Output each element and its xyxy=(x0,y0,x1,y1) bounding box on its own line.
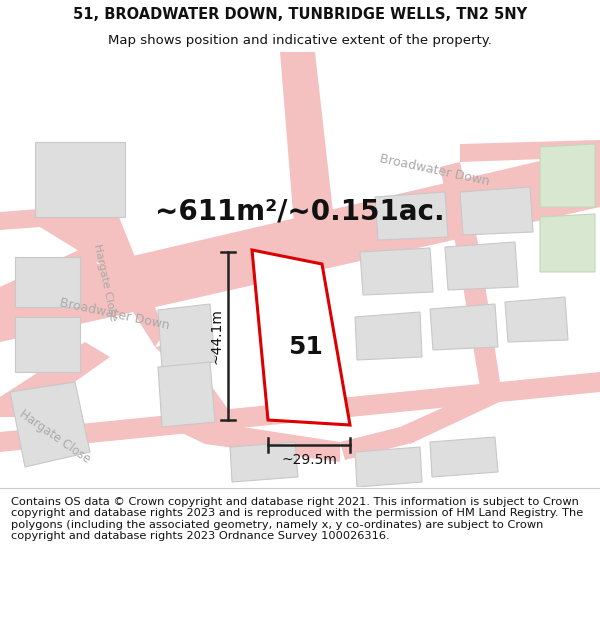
Polygon shape xyxy=(430,437,498,477)
Polygon shape xyxy=(180,422,340,462)
Text: ~44.1m: ~44.1m xyxy=(209,308,223,364)
Text: Hargate Close: Hargate Close xyxy=(17,408,93,466)
Text: Broadwater Down: Broadwater Down xyxy=(379,152,491,188)
Polygon shape xyxy=(0,150,600,342)
Text: 51: 51 xyxy=(287,335,322,359)
Polygon shape xyxy=(10,382,90,467)
Polygon shape xyxy=(230,442,298,482)
Polygon shape xyxy=(0,207,130,267)
Polygon shape xyxy=(158,362,215,427)
Polygon shape xyxy=(252,250,350,425)
Polygon shape xyxy=(400,382,510,444)
Polygon shape xyxy=(158,304,215,368)
Polygon shape xyxy=(540,214,595,272)
Text: ~29.5m: ~29.5m xyxy=(281,453,337,467)
Polygon shape xyxy=(460,140,600,162)
Text: Hargate Close: Hargate Close xyxy=(92,242,118,321)
Text: ~611m²/~0.151ac.: ~611m²/~0.151ac. xyxy=(155,198,445,226)
Polygon shape xyxy=(155,342,230,422)
Polygon shape xyxy=(445,242,518,290)
Polygon shape xyxy=(60,207,165,347)
Polygon shape xyxy=(430,304,498,350)
Polygon shape xyxy=(280,52,335,237)
Polygon shape xyxy=(0,230,320,334)
Text: Map shows position and indicative extent of the property.: Map shows position and indicative extent… xyxy=(108,34,492,47)
Polygon shape xyxy=(0,372,600,452)
Text: 51, BROADWATER DOWN, TUNBRIDGE WELLS, TN2 5NY: 51, BROADWATER DOWN, TUNBRIDGE WELLS, TN… xyxy=(73,7,527,22)
Polygon shape xyxy=(15,257,80,307)
Polygon shape xyxy=(355,312,422,360)
Polygon shape xyxy=(375,192,448,240)
Polygon shape xyxy=(0,342,110,417)
Polygon shape xyxy=(440,162,500,387)
Polygon shape xyxy=(0,147,600,312)
Polygon shape xyxy=(505,297,568,342)
Polygon shape xyxy=(360,248,433,295)
Polygon shape xyxy=(0,247,100,307)
Text: Contains OS data © Crown copyright and database right 2021. This information is : Contains OS data © Crown copyright and d… xyxy=(11,497,583,541)
Polygon shape xyxy=(15,317,80,372)
Polygon shape xyxy=(355,447,422,487)
Polygon shape xyxy=(35,142,125,217)
Text: Broadwater Down: Broadwater Down xyxy=(59,296,171,332)
Polygon shape xyxy=(460,187,533,235)
Polygon shape xyxy=(340,427,415,460)
Polygon shape xyxy=(540,144,595,207)
